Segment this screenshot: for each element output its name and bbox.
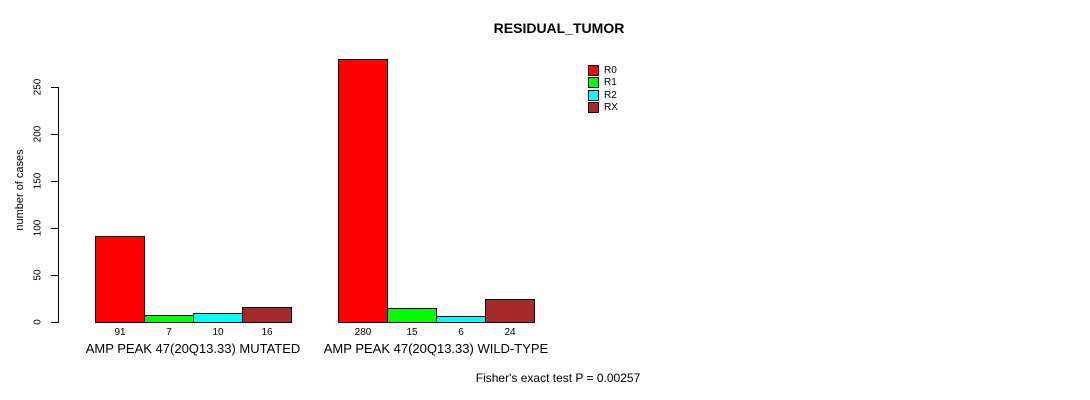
bar-value-label: 10 xyxy=(212,327,224,338)
legend-swatch-r2 xyxy=(588,89,599,101)
bar-value-label: 24 xyxy=(504,327,516,338)
y-tick-label: 200 xyxy=(32,125,44,143)
x-category-label: AMP PEAK 47(20Q13.33) WILD-TYPE xyxy=(323,341,549,356)
legend-item-r0: R0 xyxy=(588,65,617,76)
y-axis-tick xyxy=(51,322,58,323)
bar-rx-group1 xyxy=(242,307,292,323)
legend-swatch-rx xyxy=(588,102,599,114)
chart-title: RESIDUAL_TUMOR xyxy=(493,20,625,36)
bar-value-label: 6 xyxy=(458,327,464,338)
y-tick-label: 50 xyxy=(32,269,44,281)
bar-value-label: 280 xyxy=(354,327,372,338)
y-tick-label: 250 xyxy=(32,78,44,96)
bar-value-label: 15 xyxy=(406,327,418,338)
legend-item-rx: RX xyxy=(588,102,618,114)
bar-r2-group2 xyxy=(436,316,486,323)
bar-rx-group2 xyxy=(485,299,535,323)
legend-swatch-r1 xyxy=(588,77,599,89)
y-axis-tick xyxy=(51,275,58,276)
bar-value-label: 16 xyxy=(261,327,273,338)
annotation-fisher-test: Fisher's exact test P = 0.00257 xyxy=(475,371,641,385)
y-axis-tick xyxy=(51,134,58,135)
bar-r0-group2 xyxy=(338,59,388,323)
y-axis-tick xyxy=(51,228,58,229)
y-axis-tick xyxy=(51,181,58,182)
x-category-label: AMP PEAK 47(20Q13.33) MUTATED xyxy=(85,341,301,356)
bar-r1-group2 xyxy=(387,308,437,323)
bar-r0-group1 xyxy=(95,236,145,323)
legend-label-r2: R2 xyxy=(604,89,617,101)
bar-value-label: 7 xyxy=(166,327,172,338)
y-tick-label: 100 xyxy=(32,219,44,237)
legend-swatch-r0 xyxy=(588,65,599,76)
legend-item-r1: R1 xyxy=(588,77,617,89)
legend-label-r1: R1 xyxy=(604,77,617,89)
legend-item-r2: R2 xyxy=(588,89,617,101)
bar-value-label: 91 xyxy=(114,327,126,338)
y-axis-tick xyxy=(51,87,58,88)
bar-r1-group1 xyxy=(144,315,194,323)
legend-label-r0: R0 xyxy=(604,65,617,76)
y-tick-label: 150 xyxy=(32,172,44,190)
bar-r2-group1 xyxy=(193,313,243,323)
y-axis-line xyxy=(58,87,59,323)
y-tick-label: 0 xyxy=(32,319,44,325)
y-axis-label: number of cases xyxy=(14,149,26,231)
legend-label-rx: RX xyxy=(604,102,618,114)
